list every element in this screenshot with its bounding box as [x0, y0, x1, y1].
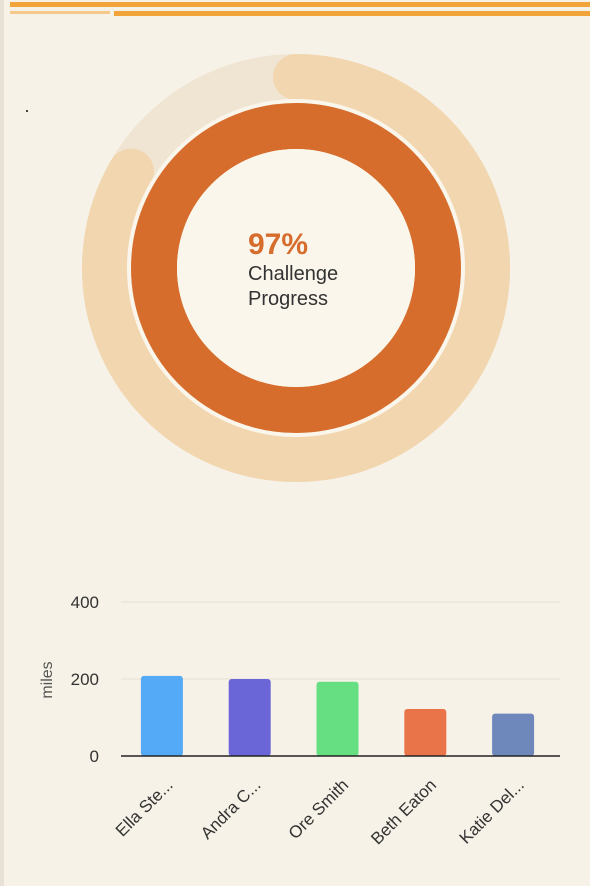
inner-ring	[131, 103, 461, 433]
y-tick-label: 0	[90, 747, 99, 766]
bar	[228, 679, 271, 756]
header-accent-bar	[10, 2, 590, 7]
stray-dot	[26, 110, 28, 112]
x-tick-label: Andra C...	[197, 775, 265, 843]
ring-separator	[127, 99, 465, 437]
progress-percent: 97%	[248, 228, 309, 261]
progress-donut	[82, 54, 510, 482]
progress-center-label: 97% Challenge Progress	[248, 228, 338, 312]
x-tick-label: Ella Ste...	[112, 775, 177, 840]
y-tick-label: 200	[71, 670, 99, 689]
donut-center-face	[177, 149, 415, 387]
bar-chart: 0 200 400 miles Ella Ste... Andra C... Ore Smi…	[39, 593, 560, 848]
left-frame-edge	[0, 0, 4, 886]
x-tick-label: Ore Smith	[285, 775, 353, 843]
bar	[492, 713, 535, 756]
x-tick-label: Katie Del...	[456, 775, 528, 847]
x-tick-label: Beth Eaton	[367, 775, 440, 848]
y-axis-label: miles	[39, 661, 56, 698]
header-accent-bar-secondary	[114, 11, 590, 16]
bar	[140, 675, 183, 756]
bar	[316, 681, 359, 756]
header-accent-bar-light	[10, 11, 110, 14]
outer-ring-progress	[82, 54, 510, 482]
y-tick-label: 400	[71, 593, 99, 612]
progress-caption-line2: Progress	[248, 288, 329, 310]
progress-caption-line1: Challenge	[248, 263, 339, 285]
bar	[404, 709, 447, 756]
